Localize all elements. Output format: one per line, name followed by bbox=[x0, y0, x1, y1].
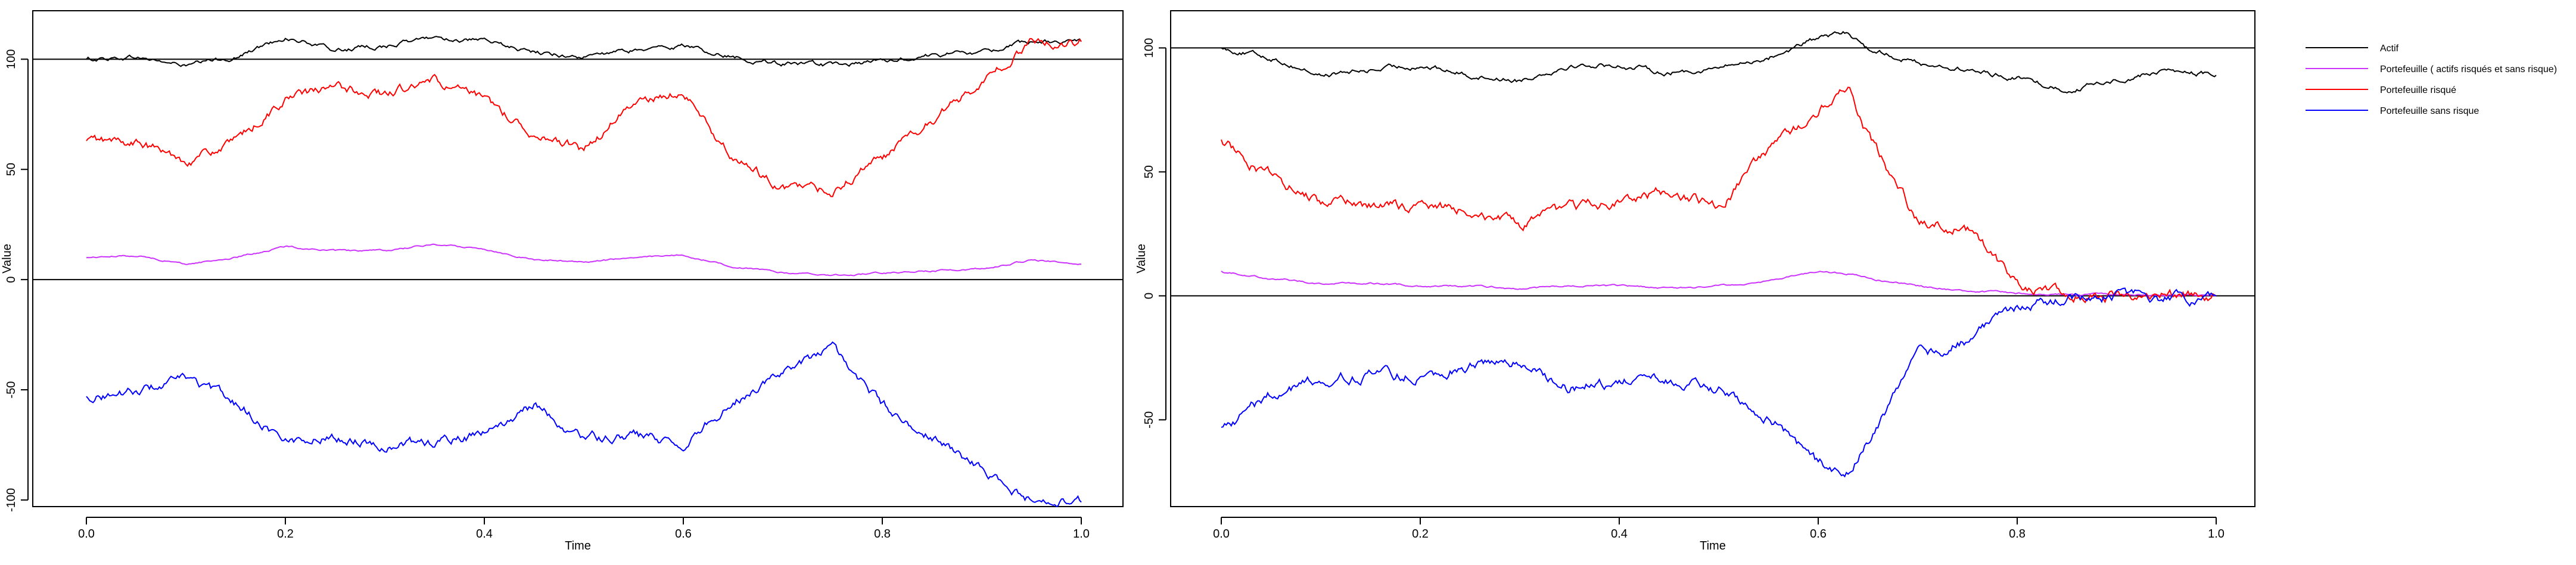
x-tick-label: 1.0 bbox=[2208, 527, 2225, 541]
series-risque-line bbox=[1221, 86, 2217, 304]
plot-frame-right bbox=[1170, 10, 2255, 507]
y-axis-left: -100 -50 0 50 100 bbox=[5, 49, 29, 512]
y-axis-label-left: Value bbox=[1, 244, 14, 274]
series-sans-risque-line bbox=[86, 341, 1082, 507]
x-tick-label: 0.0 bbox=[78, 527, 95, 541]
x-tick-label: 0.8 bbox=[2009, 527, 2026, 541]
y-tick-label: -50 bbox=[1143, 411, 1156, 429]
x-tick-label: 0.2 bbox=[1412, 527, 1429, 541]
legend-label: Actif bbox=[2380, 44, 2399, 54]
series-group-right bbox=[1221, 30, 2217, 478]
x-tick-label: 0.4 bbox=[1611, 527, 1628, 541]
legend: Actif Portefeuille ( actifs risqués et sa… bbox=[2306, 44, 2557, 116]
series-actif-line bbox=[86, 36, 1082, 67]
x-tick-label: 0.2 bbox=[277, 527, 294, 541]
y-tick-label: 100 bbox=[5, 49, 18, 69]
series-portefeuille-line bbox=[86, 243, 1082, 277]
x-axis-right: 0.0 0.2 0.4 0.6 0.8 1.0 bbox=[1213, 517, 2225, 541]
x-tick-label: 0.6 bbox=[1810, 527, 1827, 541]
legend-label: Portefeuille sans risque bbox=[2380, 106, 2479, 116]
series-actif-line bbox=[1221, 30, 2217, 94]
series-group-left bbox=[86, 36, 1082, 507]
legend-label: Portefeuille risqué bbox=[2380, 85, 2456, 95]
y-tick-label: -50 bbox=[5, 381, 18, 399]
plot-frame-left bbox=[32, 10, 1124, 507]
y-tick-label: 50 bbox=[5, 163, 18, 176]
x-tick-label: 1.0 bbox=[1073, 527, 1090, 541]
x-axis-left: 0.0 0.2 0.4 0.6 0.8 1.0 bbox=[78, 517, 1090, 541]
legend-item-risque: Portefeuille risqué bbox=[2306, 85, 2456, 95]
x-axis-label-right: Time bbox=[1700, 539, 1726, 552]
x-tick-label: 0.8 bbox=[874, 527, 891, 541]
x-tick-label: 0.0 bbox=[1213, 527, 1230, 541]
chart-right: 0.0 0.2 0.4 0.6 0.8 1.0 -50 0 50 100 Time Value bbox=[1135, 10, 2255, 552]
y-tick-label: 100 bbox=[1143, 38, 1156, 58]
y-axis-label-right: Value bbox=[1135, 244, 1148, 274]
x-tick-label: 0.4 bbox=[476, 527, 493, 541]
legend-item-sans-risque: Portefeuille sans risque bbox=[2306, 106, 2479, 116]
legend-item-portefeuille: Portefeuille ( actifs risqués et sans ri… bbox=[2306, 64, 2557, 74]
x-tick-label: 0.6 bbox=[675, 527, 692, 541]
y-tick-label: 0 bbox=[1143, 293, 1156, 299]
y-tick-label: 50 bbox=[1143, 165, 1156, 178]
y-tick-label: 0 bbox=[5, 277, 18, 283]
legend-item-actif: Actif bbox=[2306, 44, 2399, 54]
series-risque-line bbox=[86, 38, 1082, 197]
x-axis-label-left: Time bbox=[565, 539, 591, 552]
y-axis-right: -50 0 50 100 bbox=[1143, 38, 1166, 429]
chart-left: 0.0 0.2 0.4 0.6 0.8 1.0 -100 -50 0 50 100 Time Va… bbox=[1, 10, 1124, 552]
series-portefeuille-line bbox=[1221, 271, 2217, 297]
y-tick-label: -100 bbox=[5, 488, 18, 512]
series-sans-risque-line bbox=[1221, 287, 2217, 478]
legend-label: Portefeuille ( actifs risqués et sans ri… bbox=[2380, 64, 2557, 74]
